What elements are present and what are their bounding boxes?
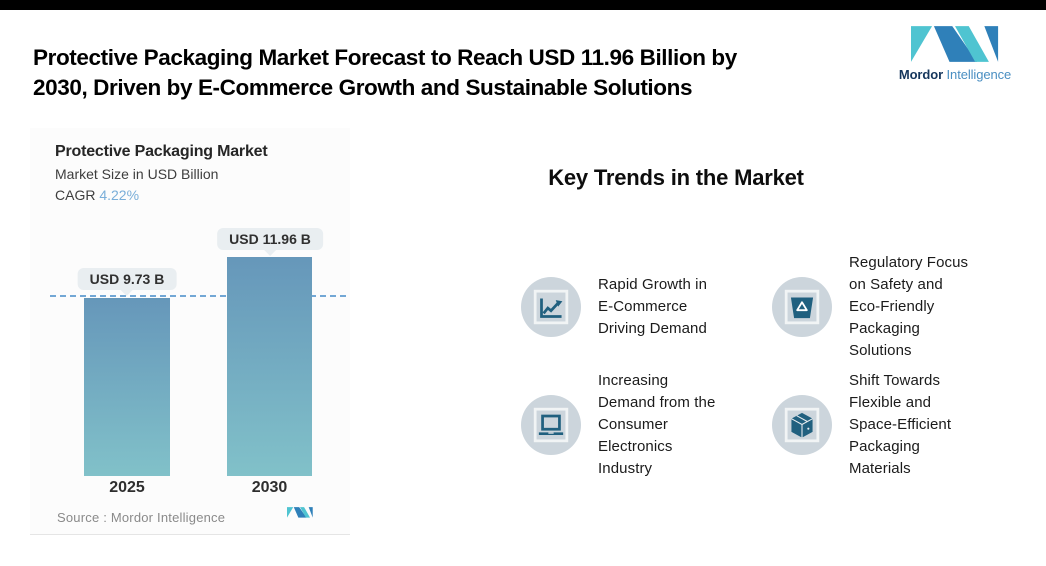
reference-dashed-line (50, 295, 346, 297)
trend-text: Rapid Growth in E-Commerce Driving Deman… (598, 276, 708, 337)
x-tick-2025: 2025 (109, 479, 145, 496)
trend-item-regulatory: Regulatory Focus on Safety and Eco-Frien… (772, 252, 999, 362)
trend-text: Shift Towards Flexible and Space-Efficie… (849, 372, 952, 477)
trend-icon-circle (772, 277, 832, 337)
trend-item-ecommerce: Rapid Growth in E-Commerce Driving Deman… (521, 274, 748, 340)
trend-icon-circle (521, 277, 581, 337)
trend-item-electronics: Increasing Demand from the Consumer Elec… (521, 370, 748, 480)
line-chart-icon (533, 289, 569, 325)
bar-2030 (227, 257, 312, 476)
key-trends-heading: Key Trends in the Market (548, 165, 804, 191)
chart-subtitle: Market Size in USD Billion (55, 166, 219, 182)
mordor-logo-mark-icon (911, 26, 999, 62)
mordor-intelligence-logo: Mordor Intelligence (895, 26, 1015, 82)
brand-name-secondary: Intelligence (946, 67, 1012, 82)
x-tick-2030: 2030 (251, 479, 288, 496)
package-box-icon (784, 407, 820, 443)
brand-name: Mordor Intelligence (895, 67, 1015, 82)
cagr-value: 4.22% (99, 187, 140, 203)
bar-2025 (84, 298, 170, 476)
page-title: Protective Packaging Market Forecast to … (33, 45, 737, 101)
trend-text: Increasing Demand from the Consumer Elec… (598, 372, 716, 477)
market-forecast-chart: Protective Packaging Market Market Size … (30, 128, 350, 535)
value-label-2025: USD 9.73 B (77, 268, 177, 296)
mordor-logo-small-icon (287, 507, 313, 518)
trend-icon-circle (772, 395, 832, 455)
top-black-strip (0, 0, 1046, 10)
source-attribution: Source : Mordor Intelligence (57, 510, 226, 525)
cagr-label: CAGR (55, 187, 96, 203)
brand-name-primary: Mordor (898, 67, 944, 82)
trend-text: Regulatory Focus on Safety and Eco-Frien… (849, 254, 969, 359)
chart-cagr: CAGR 4.22% (55, 187, 139, 203)
recycle-bin-icon (784, 289, 820, 325)
chart-title: Protective Packaging Market (55, 143, 268, 160)
trend-icon-circle (521, 395, 581, 455)
trend-item-flexible-packaging: Shift Towards Flexible and Space-Efficie… (772, 370, 999, 480)
value-label-2030: USD 11.96 B (217, 228, 323, 256)
laptop-icon (533, 407, 569, 443)
